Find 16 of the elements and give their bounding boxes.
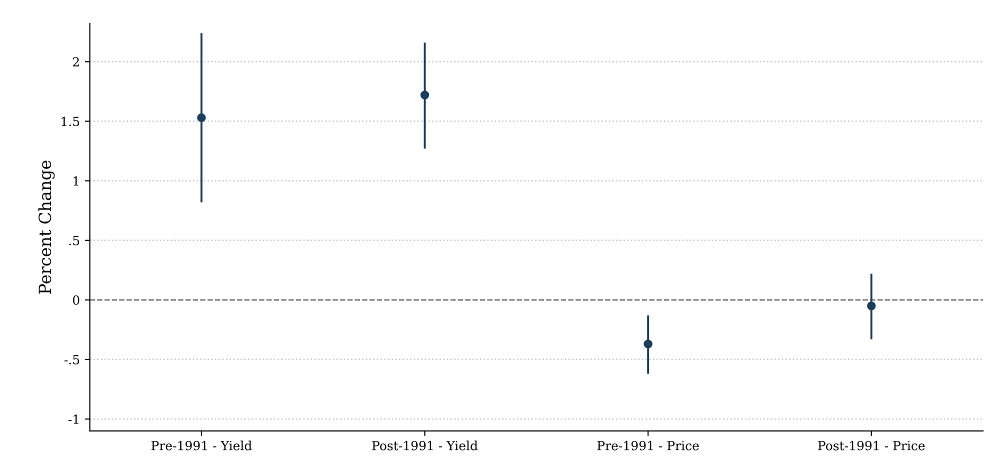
point xyxy=(420,90,430,100)
y-tick-label: 1.5 xyxy=(62,116,80,126)
point xyxy=(644,340,652,348)
point xyxy=(197,113,206,122)
x-tick-label: Post-1991 - Price xyxy=(818,440,925,450)
point xyxy=(867,302,876,310)
x-tick-label: Post-1991 - Yield xyxy=(372,440,478,450)
y-tick-label: .5 xyxy=(69,236,80,246)
y-tick-label: -.5 xyxy=(64,355,80,364)
y-tick-label: 2 xyxy=(72,57,79,66)
y-tick-label: 0 xyxy=(72,295,80,305)
x-tick-label: Pre-1991 - Yield xyxy=(151,440,252,450)
y-tick-label: -1 xyxy=(68,414,78,424)
y-tick-label: 1 xyxy=(74,176,78,186)
y-axis-title: Percent Change xyxy=(38,160,55,294)
x-tick-label: Pre-1991 - Price xyxy=(597,440,699,450)
